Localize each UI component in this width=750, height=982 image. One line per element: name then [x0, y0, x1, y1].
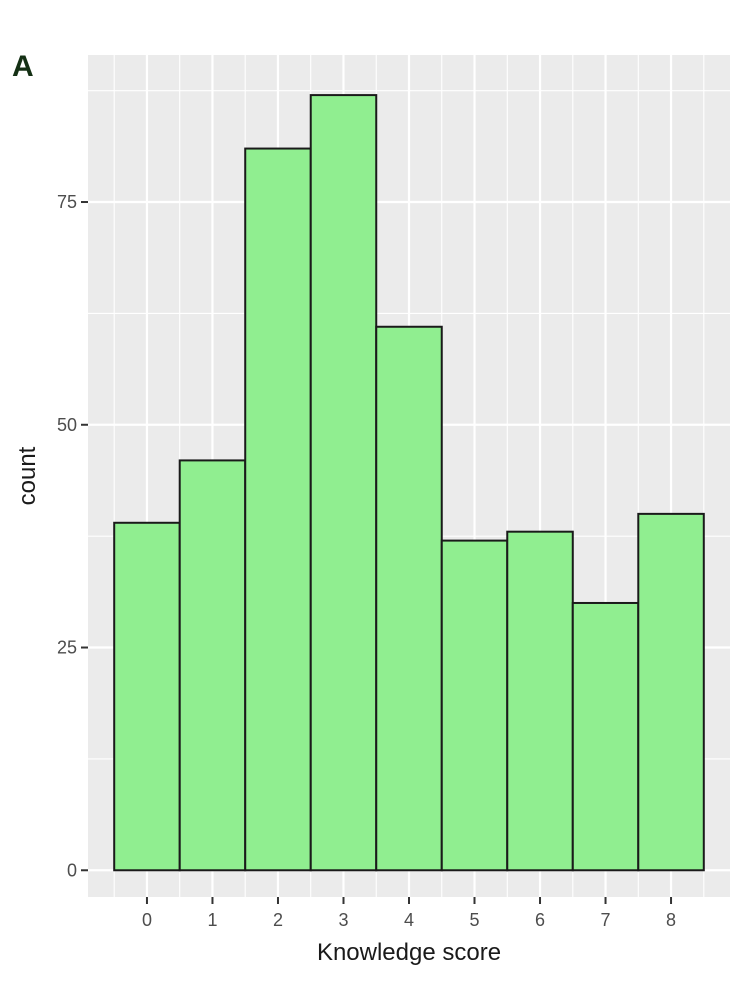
- x-tick-label: 3: [338, 910, 348, 930]
- y-tick-label: 75: [57, 192, 77, 212]
- y-tick-label: 0: [67, 860, 77, 880]
- y-axis: 0 25 50 75: [57, 192, 88, 880]
- bar-score-6: [506, 530, 574, 872]
- x-axis: 0 1 2 3 4 5 6 7 8: [142, 897, 676, 930]
- y-tick-label: 50: [57, 415, 77, 435]
- bar-score-0: [113, 521, 181, 872]
- x-tick-label: 7: [601, 910, 611, 930]
- bar-score-4: [375, 325, 443, 872]
- bars: [113, 94, 705, 872]
- x-tick-label: 4: [404, 910, 414, 930]
- x-tick-label: 1: [207, 910, 217, 930]
- x-axis-title: Knowledge score: [317, 939, 501, 966]
- y-axis-title: count: [14, 446, 41, 505]
- bar-score-3: [309, 94, 378, 872]
- bar-score-7: [571, 601, 640, 872]
- panel-label: A: [12, 50, 34, 83]
- x-tick-label: 6: [535, 910, 545, 930]
- x-tick-label: 8: [666, 910, 676, 930]
- bar-score-2: [244, 147, 312, 872]
- bar-score-8: [637, 512, 705, 872]
- x-tick-label: 5: [470, 910, 480, 930]
- bar-score-1: [178, 459, 247, 872]
- y-tick-label: 25: [57, 638, 77, 658]
- x-tick-label: 2: [273, 910, 283, 930]
- bar-score-5: [440, 539, 509, 872]
- x-tick-label: 0: [142, 910, 152, 930]
